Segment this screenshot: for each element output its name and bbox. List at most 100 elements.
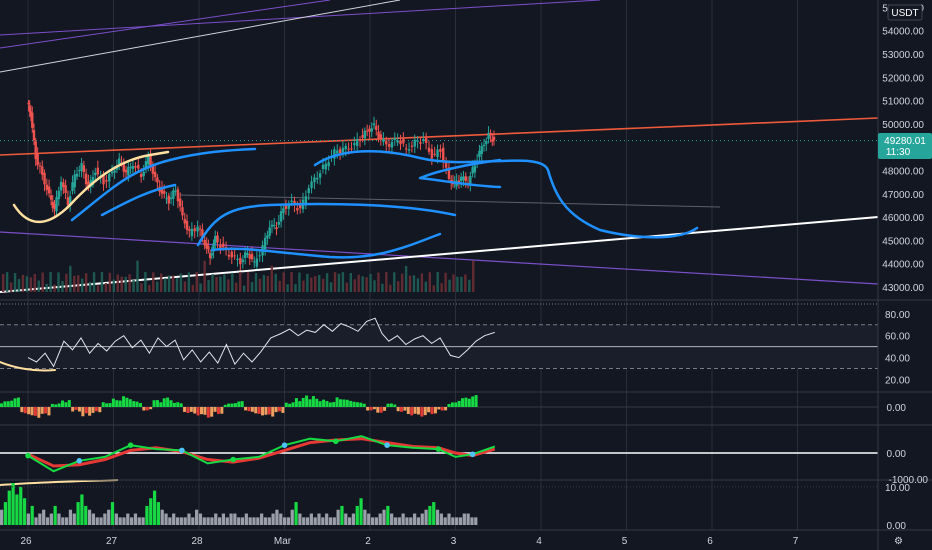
blue-freehand-curve-3[interactable]	[196, 202, 457, 247]
blue-freehand-curve-4[interactable]	[210, 232, 442, 259]
candle-body[interactable]	[127, 167, 130, 176]
candle-body[interactable]	[49, 195, 53, 200]
candle-body[interactable]	[178, 198, 182, 207]
candle-body[interactable]	[55, 197, 58, 212]
candle-body[interactable]	[94, 172, 97, 176]
candle-body[interactable]	[385, 140, 388, 145]
candle-body[interactable]	[62, 182, 65, 188]
candle-body[interactable]	[222, 243, 225, 248]
candle-body[interactable]	[447, 167, 451, 179]
price-axis[interactable]: 54000.00 53000.00 52000.00 51000.00 50000.00…	[882, 3, 928, 532]
candle-body[interactable]	[214, 236, 217, 244]
candle-body[interactable]	[487, 132, 490, 139]
candle-body[interactable]	[144, 161, 148, 168]
candle-body[interactable]	[333, 149, 336, 159]
resistance-trendline[interactable]	[0, 117, 879, 156]
candle-body[interactable]	[419, 142, 422, 144]
candle-body[interactable]	[399, 140, 402, 145]
blue-freehand-curve-1[interactable]	[70, 147, 257, 222]
candle-body[interactable]	[478, 150, 481, 157]
candle-body[interactable]	[393, 138, 396, 140]
candle-body[interactable]	[105, 180, 108, 182]
candle-body[interactable]	[413, 139, 416, 147]
candle-body[interactable]	[122, 163, 125, 172]
candle-body[interactable]	[134, 165, 137, 168]
candle-body[interactable]	[377, 131, 380, 139]
candle-body[interactable]	[212, 243, 215, 252]
osc2-slow-line[interactable]	[27, 437, 496, 468]
candle-body[interactable]	[57, 190, 60, 200]
price-pane[interactable]	[0, 0, 879, 530]
candle-body[interactable]	[172, 190, 175, 199]
candle-body[interactable]	[176, 189, 180, 202]
oscillator-1-pane[interactable]	[0, 395, 878, 418]
candle-body[interactable]	[165, 198, 168, 200]
candle-body[interactable]	[68, 196, 72, 206]
candle-body[interactable]	[372, 123, 376, 126]
candle-body[interactable]	[190, 228, 194, 237]
candle-body[interactable]	[233, 255, 236, 257]
candle-body[interactable]	[266, 235, 269, 239]
candle-body[interactable]	[53, 203, 56, 209]
candle-body[interactable]	[84, 173, 88, 185]
blue-freehand-curve-6[interactable]	[418, 158, 502, 189]
candle-body[interactable]	[243, 252, 247, 259]
candle-body[interactable]	[338, 149, 342, 154]
candle-body[interactable]	[43, 172, 46, 185]
rsi-yellow-annotation[interactable]	[0, 361, 56, 372]
candle-body[interactable]	[460, 176, 463, 182]
candle-body[interactable]	[216, 235, 219, 243]
candle-body[interactable]	[290, 200, 293, 203]
candle-body[interactable]	[167, 195, 170, 204]
candle-body[interactable]	[284, 205, 288, 209]
candle-body[interactable]	[78, 170, 81, 172]
candle-body[interactable]	[436, 149, 439, 157]
candle-body[interactable]	[492, 136, 496, 141]
candle-body[interactable]	[390, 141, 394, 148]
candle-body[interactable]	[153, 171, 157, 178]
candle-body[interactable]	[205, 243, 208, 249]
candle-body[interactable]	[379, 134, 383, 139]
candle-body[interactable]	[139, 174, 143, 178]
candle-body[interactable]	[304, 196, 308, 204]
candle-body[interactable]	[47, 186, 51, 194]
candle-body[interactable]	[321, 164, 325, 169]
candle-body[interactable]	[277, 221, 280, 225]
candle-body[interactable]	[318, 173, 322, 178]
candle-body[interactable]	[64, 185, 67, 194]
candle-body[interactable]	[66, 197, 70, 206]
candle-body[interactable]	[270, 224, 274, 227]
candle-body[interactable]	[313, 177, 316, 183]
candle-body[interactable]	[396, 140, 399, 143]
candle-body[interactable]	[355, 139, 359, 146]
channel-lower-line[interactable]	[0, 231, 879, 285]
candle-body[interactable]	[82, 165, 86, 173]
candle-body[interactable]	[433, 153, 436, 155]
candle-body[interactable]	[91, 177, 95, 185]
candle-body[interactable]	[181, 207, 184, 216]
candle-body[interactable]	[480, 145, 483, 155]
candle-body[interactable]	[113, 170, 116, 173]
candle-body[interactable]	[45, 184, 49, 190]
candle-body[interactable]	[193, 228, 196, 232]
candle-body[interactable]	[263, 237, 267, 250]
candle-body[interactable]	[87, 181, 90, 189]
candle-body[interactable]	[149, 155, 152, 166]
candle-body[interactable]	[32, 130, 36, 141]
candle-body[interactable]	[402, 139, 405, 144]
candle-body[interactable]	[327, 162, 330, 167]
candle-body[interactable]	[296, 208, 299, 211]
candle-body[interactable]	[457, 180, 461, 183]
candle-body[interactable]	[469, 175, 472, 185]
candle-body[interactable]	[307, 188, 310, 193]
candle-body[interactable]	[208, 253, 212, 259]
candle-body[interactable]	[96, 167, 100, 175]
candle-body[interactable]	[422, 139, 425, 141]
candle-body[interactable]	[275, 227, 278, 230]
candle-body[interactable]	[248, 254, 251, 259]
candle-body[interactable]	[137, 164, 140, 169]
candle-body[interactable]	[115, 166, 119, 170]
candle-body[interactable]	[370, 128, 373, 132]
candle-body[interactable]	[341, 147, 345, 153]
candle-body[interactable]	[253, 261, 256, 263]
